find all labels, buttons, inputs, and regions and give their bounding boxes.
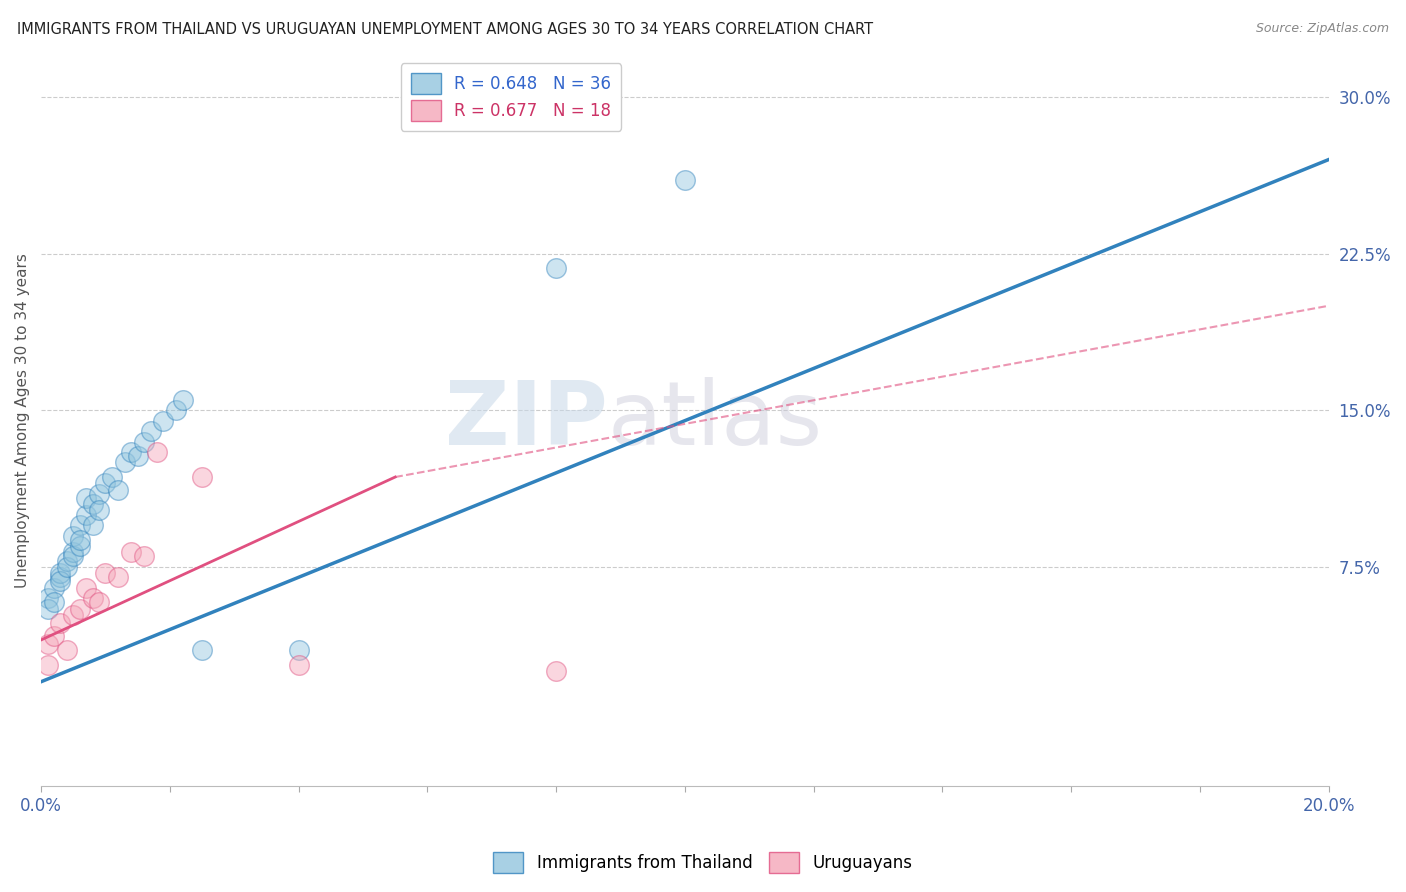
Point	[139, 424, 162, 438]
Point	[37, 601, 59, 615]
Point	[673, 173, 696, 187]
Point	[287, 658, 309, 673]
Point	[69, 533, 91, 547]
Point	[87, 487, 110, 501]
Text: atlas: atlas	[607, 377, 823, 464]
Point	[49, 566, 72, 580]
Point	[42, 581, 65, 595]
Point	[49, 616, 72, 631]
Point	[87, 595, 110, 609]
Point	[49, 570, 72, 584]
Point	[546, 261, 568, 276]
Legend: Immigrants from Thailand, Uruguayans: Immigrants from Thailand, Uruguayans	[486, 846, 920, 880]
Point	[75, 508, 97, 522]
Point	[75, 491, 97, 505]
Point	[191, 470, 214, 484]
Point	[69, 539, 91, 553]
Text: Source: ZipAtlas.com: Source: ZipAtlas.com	[1256, 22, 1389, 36]
Point	[37, 658, 59, 673]
Point	[114, 455, 136, 469]
Point	[87, 503, 110, 517]
Point	[62, 528, 84, 542]
Point	[82, 591, 104, 606]
Point	[42, 629, 65, 643]
Point	[56, 553, 79, 567]
Point	[94, 476, 117, 491]
Point	[56, 559, 79, 574]
Point	[101, 470, 124, 484]
Point	[120, 445, 142, 459]
Point	[69, 518, 91, 533]
Point	[49, 574, 72, 589]
Point	[146, 445, 169, 459]
Point	[42, 595, 65, 609]
Point	[120, 545, 142, 559]
Point	[546, 665, 568, 679]
Point	[75, 581, 97, 595]
Point	[82, 518, 104, 533]
Point	[127, 449, 149, 463]
Point	[172, 392, 194, 407]
Point	[94, 566, 117, 580]
Legend: R = 0.648   N = 36, R = 0.677   N = 18: R = 0.648 N = 36, R = 0.677 N = 18	[401, 63, 621, 131]
Point	[165, 403, 187, 417]
Point	[82, 497, 104, 511]
Point	[152, 414, 174, 428]
Point	[69, 601, 91, 615]
Point	[287, 643, 309, 657]
Point	[56, 643, 79, 657]
Point	[132, 434, 155, 449]
Y-axis label: Unemployment Among Ages 30 to 34 years: Unemployment Among Ages 30 to 34 years	[15, 253, 30, 588]
Point	[107, 570, 129, 584]
Point	[62, 549, 84, 564]
Point	[62, 545, 84, 559]
Point	[132, 549, 155, 564]
Point	[107, 483, 129, 497]
Text: IMMIGRANTS FROM THAILAND VS URUGUAYAN UNEMPLOYMENT AMONG AGES 30 TO 34 YEARS COR: IMMIGRANTS FROM THAILAND VS URUGUAYAN UN…	[17, 22, 873, 37]
Text: ZIP: ZIP	[444, 377, 607, 464]
Point	[37, 591, 59, 606]
Point	[37, 637, 59, 651]
Point	[62, 607, 84, 622]
Point	[191, 643, 214, 657]
